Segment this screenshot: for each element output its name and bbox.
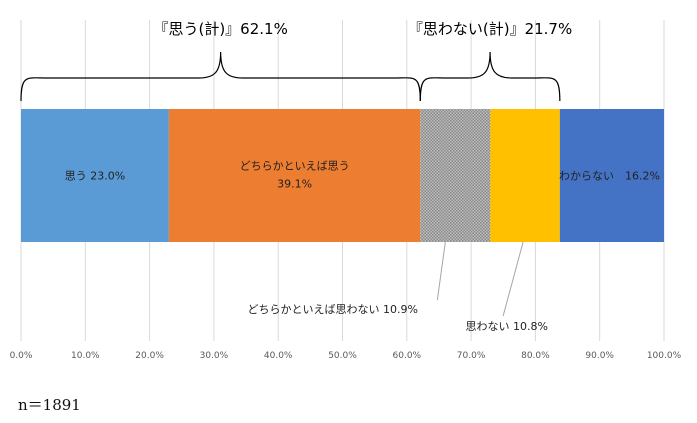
- segment-label: どちらかといえば思わない 10.9%: [248, 303, 418, 316]
- callout-line: [436, 241, 446, 301]
- x-tick-label: 10.0%: [71, 351, 100, 361]
- segment-label: どちらかといえば思う: [240, 160, 350, 173]
- x-tick-label: 20.0%: [135, 351, 164, 361]
- group-brace: [419, 51, 561, 102]
- bar-segment: [490, 109, 560, 242]
- sample-size-note: n＝1891: [18, 396, 81, 414]
- segment-labels: 思う 23.0% どちらかといえば思う 39.1% わからない 16.2% どちらかとい…: [65, 160, 660, 334]
- segment-label: 思わない 10.8%: [466, 320, 548, 333]
- segment-label: わからない 16.2%: [559, 170, 660, 183]
- x-tick-label: 80.0%: [521, 351, 550, 361]
- bar-segment: [420, 109, 491, 242]
- bar-segment: [21, 109, 169, 242]
- group-label: 『思わない(計)』21.7%: [408, 20, 572, 38]
- x-tick-label: 90.0%: [585, 351, 614, 361]
- group-braces: 『思う(計)』62.1% 『思わない(計)』21.7%: [20, 20, 572, 102]
- x-tick-label: 0.0%: [10, 351, 33, 361]
- segment-label: 39.1%: [277, 178, 312, 191]
- x-tick-label: 30.0%: [200, 351, 229, 361]
- bar-segment: [168, 109, 421, 242]
- x-axis-ticks: 0.0% 10.0% 20.0% 30.0% 40.0% 50.0% 60.0% 70.0% 8…: [10, 351, 682, 361]
- segment-label: 思う 23.0%: [65, 170, 125, 183]
- bar-segment: [559, 109, 664, 242]
- x-tick-label: 40.0%: [264, 351, 293, 361]
- x-tick-label: 60.0%: [393, 351, 422, 361]
- x-tick-label: 100.0%: [647, 351, 682, 361]
- group-label: 『思う(計)』62.1%: [153, 20, 287, 38]
- callout-line: [502, 241, 524, 317]
- x-tick-label: 70.0%: [457, 351, 486, 361]
- x-tick-label: 50.0%: [328, 351, 357, 361]
- stacked-bar: [21, 109, 664, 242]
- group-brace: [20, 51, 421, 102]
